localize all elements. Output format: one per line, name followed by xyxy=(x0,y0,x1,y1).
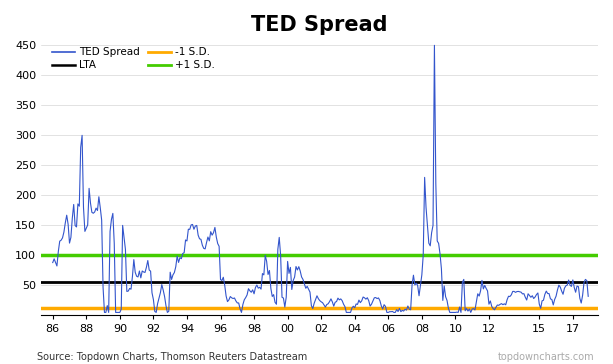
Text: topdowncharts.com: topdowncharts.com xyxy=(498,352,595,362)
Title: TED Spread: TED Spread xyxy=(251,15,388,35)
Text: Source: Topdown Charts, Thomson Reuters Datastream: Source: Topdown Charts, Thomson Reuters … xyxy=(37,352,307,362)
Legend: TED Spread, LTA, -1 S.D., +1 S.D.: TED Spread, LTA, -1 S.D., +1 S.D. xyxy=(51,47,215,70)
